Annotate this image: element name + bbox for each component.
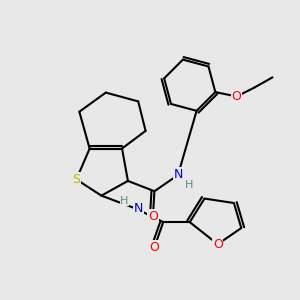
Text: O: O: [213, 238, 223, 251]
Text: N: N: [173, 168, 183, 181]
Text: O: O: [148, 210, 158, 223]
Text: O: O: [149, 241, 159, 254]
Text: H: H: [120, 196, 129, 206]
Text: S: S: [72, 173, 80, 186]
Text: O: O: [232, 90, 242, 103]
Text: H: H: [185, 180, 193, 190]
Text: N: N: [134, 202, 143, 215]
